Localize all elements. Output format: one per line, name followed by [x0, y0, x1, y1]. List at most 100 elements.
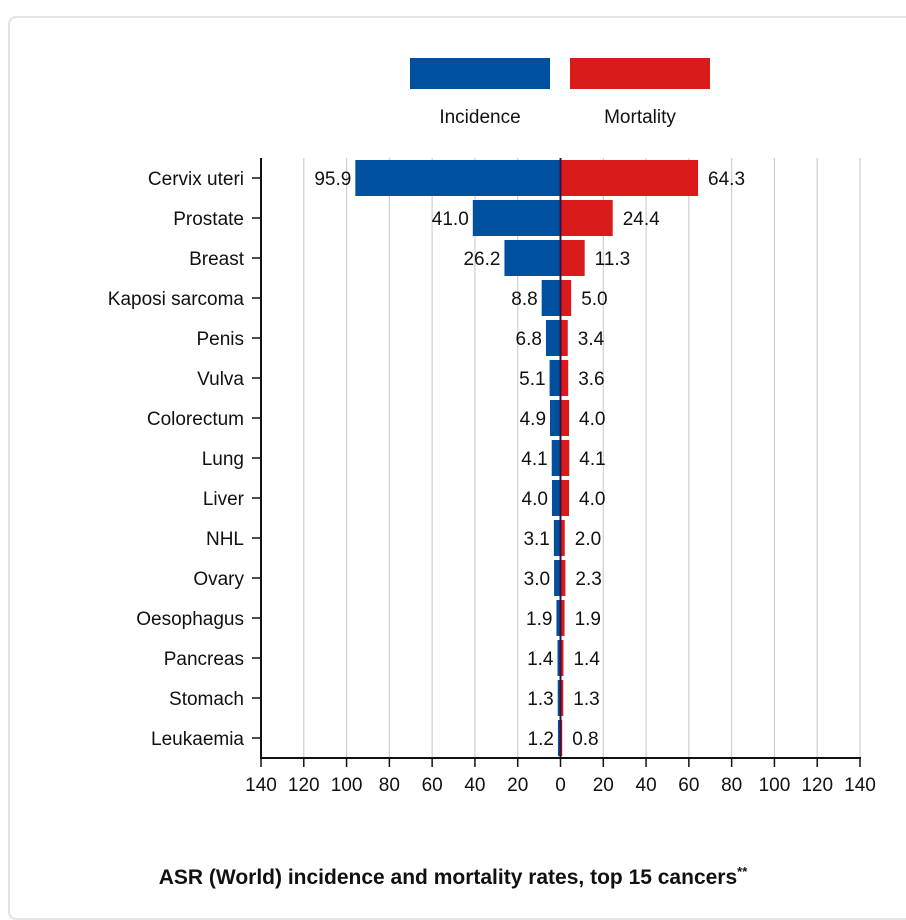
- grid-lines: [303, 158, 861, 758]
- incidence-bar[interactable]: [545, 320, 561, 356]
- incidence-bar[interactable]: [557, 720, 561, 756]
- incidence-value-label: 4.1: [521, 449, 547, 470]
- x-tick-label: 40: [636, 775, 657, 796]
- incidence-value-label: 3.0: [524, 569, 550, 590]
- axes: Cervix uteri Prostate Breast Kaposi sarcoma…: [108, 158, 876, 796]
- category-label: Stomach: [169, 689, 244, 710]
- incidence-bar[interactable]: [557, 680, 561, 716]
- incidence-bar[interactable]: [355, 160, 561, 196]
- incidence-bar[interactable]: [551, 480, 561, 516]
- mortality-bar[interactable]: [560, 320, 568, 356]
- legend-swatch-mortality[interactable]: [570, 58, 710, 89]
- mortality-value-label: 64.3: [708, 169, 745, 190]
- bars: [355, 160, 699, 756]
- incidence-value-label: 1.4: [527, 649, 554, 670]
- legend-label-mortality[interactable]: Mortality: [604, 107, 676, 128]
- mortality-value-label: 4.0: [579, 489, 605, 510]
- category-label: Vulva: [197, 369, 244, 390]
- incidence-value-label: 6.8: [516, 329, 542, 350]
- incidence-bar[interactable]: [549, 360, 561, 396]
- mortality-value-label: 2.0: [575, 529, 601, 550]
- legend-swatch-incidence[interactable]: [410, 58, 550, 89]
- incidence-value-label: 4.9: [520, 409, 546, 430]
- x-tick-label: 60: [422, 775, 443, 796]
- mortality-value-label: 3.4: [578, 329, 605, 350]
- mortality-value-label: 11.3: [595, 249, 631, 270]
- incidence-value-label: 26.2: [463, 249, 500, 270]
- x-tick-label: 80: [721, 775, 742, 796]
- x-tick-label: 20: [593, 775, 614, 796]
- incidence-bar[interactable]: [550, 400, 561, 436]
- x-tick-label: 140: [844, 775, 876, 796]
- category-label: Breast: [189, 249, 245, 270]
- legend-label-incidence[interactable]: Incidence: [439, 107, 520, 128]
- category-label: Kaposi sarcoma: [108, 289, 245, 310]
- category-label: Colorectum: [147, 409, 244, 430]
- category-label: Oesophagus: [136, 609, 244, 630]
- mortality-bar[interactable]: [560, 240, 585, 276]
- mortality-bar[interactable]: [560, 600, 565, 636]
- mortality-bar[interactable]: [560, 480, 570, 516]
- mortality-bar[interactable]: [560, 520, 565, 556]
- chart-title: ASR (World) incidence and mortality rate…: [0, 864, 906, 890]
- category-label: Cervix uteri: [148, 169, 244, 190]
- x-tick-label: 100: [759, 775, 791, 796]
- chart-title-text: ASR (World) incidence and mortality rate…: [158, 866, 738, 889]
- incidence-bar[interactable]: [554, 560, 561, 596]
- legend[interactable]: Incidence Mortality: [410, 58, 710, 128]
- x-tick-label: 60: [678, 775, 699, 796]
- mortality-value-label: 4.0: [579, 409, 605, 430]
- chart-title-superscript: **: [737, 864, 748, 879]
- x-tick-label: 120: [288, 775, 320, 796]
- category-label: Prostate: [173, 209, 244, 230]
- mortality-bar[interactable]: [560, 680, 564, 716]
- category-label: Ovary: [193, 569, 244, 590]
- incidence-bar[interactable]: [504, 240, 561, 276]
- mortality-bar[interactable]: [560, 560, 566, 596]
- incidence-bar[interactable]: [551, 440, 561, 476]
- incidence-value-label: 41.0: [432, 209, 469, 230]
- x-tick-label: 20: [507, 775, 528, 796]
- mortality-value-label: 5.0: [581, 289, 607, 310]
- category-label: Leukaemia: [151, 729, 244, 750]
- mortality-bar[interactable]: [560, 640, 564, 676]
- incidence-value-label: 1.3: [527, 689, 553, 710]
- incidence-bar[interactable]: [472, 200, 561, 236]
- category-label: Pancreas: [164, 649, 244, 670]
- x-tick-label: 120: [801, 775, 833, 796]
- x-tick-label: 100: [331, 775, 363, 796]
- incidence-bar[interactable]: [557, 640, 561, 676]
- mortality-value-label: 1.9: [575, 609, 601, 630]
- pyramid-chart: 95.9 64.3 41.0 24.4 26.2 11.3 8.8 5.0 6.8 3.4 5.1 3…: [108, 58, 876, 796]
- mortality-bar[interactable]: [560, 160, 699, 196]
- incidence-value-label: 95.9: [314, 169, 351, 190]
- category-label: Penis: [196, 329, 244, 350]
- category-label: Liver: [203, 489, 245, 510]
- mortality-bar[interactable]: [560, 360, 569, 396]
- mortality-value-label: 3.6: [578, 369, 604, 390]
- mortality-value-label: 1.4: [573, 649, 600, 670]
- value-labels: 95.9 64.3 41.0 24.4 26.2 11.3 8.8 5.0 6.8 3.4 5.1 3…: [314, 169, 745, 750]
- incidence-bar[interactable]: [553, 520, 561, 556]
- mortality-bar[interactable]: [560, 440, 570, 476]
- incidence-value-label: 3.1: [523, 529, 549, 550]
- incidence-value-label: 5.1: [519, 369, 545, 390]
- category-label: NHL: [206, 529, 244, 550]
- mortality-bar[interactable]: [560, 200, 613, 236]
- mortality-value-label: 24.4: [623, 209, 660, 230]
- mortality-value-label: 1.3: [573, 689, 599, 710]
- category-label: Lung: [202, 449, 244, 470]
- mortality-value-label: 2.3: [575, 569, 601, 590]
- x-tick-label: 140: [245, 775, 277, 796]
- mortality-bar[interactable]: [560, 400, 570, 436]
- x-tick-label: 80: [379, 775, 400, 796]
- mortality-value-label: 4.1: [579, 449, 605, 470]
- x-tick-label: 0: [555, 775, 566, 796]
- mortality-value-label: 0.8: [572, 729, 598, 750]
- incidence-value-label: 8.8: [511, 289, 537, 310]
- incidence-bar[interactable]: [556, 600, 561, 636]
- incidence-bar[interactable]: [541, 280, 561, 316]
- x-tick-label: 40: [464, 775, 485, 796]
- mortality-bar[interactable]: [560, 280, 572, 316]
- incidence-value-label: 1.2: [528, 729, 554, 750]
